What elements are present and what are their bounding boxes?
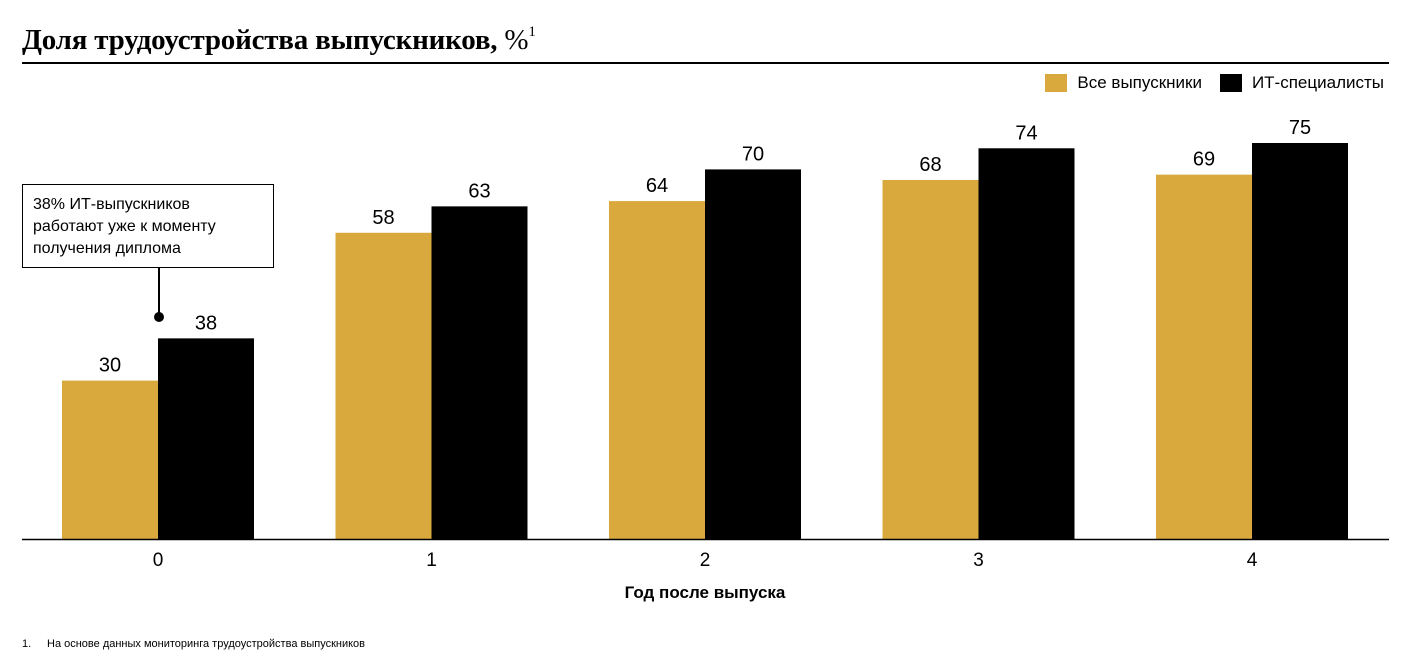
data-label-all-graduates-2: 64 xyxy=(646,175,668,197)
bar-all-graduates-1 xyxy=(335,232,432,539)
x-axis-label: Год после выпуска xyxy=(625,583,786,602)
footnote-number: 1. xyxy=(22,638,32,650)
legend-item-it-specialists: ИТ-специалисты xyxy=(1219,73,1384,93)
data-label-it-specialists-4: 75 xyxy=(1289,117,1311,139)
bar-it-specialists-3 xyxy=(978,148,1075,539)
data-label-it-specialists-3: 74 xyxy=(1015,122,1037,144)
bar-it-specialists-2 xyxy=(705,169,801,539)
bar-all-graduates-2 xyxy=(609,201,705,539)
x-tick-label-2: 2 xyxy=(700,550,711,571)
x-tick-label-0: 0 xyxy=(153,550,164,571)
annotation-box: 38% ИТ-выпускников работают уже к момент… xyxy=(22,184,274,268)
chart-title-footnote-mark: 1 xyxy=(528,24,536,40)
data-label-all-graduates-3: 68 xyxy=(919,154,941,176)
data-label-it-specialists-0: 38 xyxy=(195,312,217,334)
legend-item-all-graduates: Все выпускники xyxy=(1045,73,1202,93)
x-tick-label-3: 3 xyxy=(973,550,984,571)
data-label-it-specialists-2: 70 xyxy=(742,143,764,165)
bar-all-graduates-4 xyxy=(1156,174,1252,539)
bar-it-specialists-1 xyxy=(431,206,528,540)
bar-all-graduates-0 xyxy=(62,380,158,539)
chart-title: Доля трудоустройства выпускников, %1 xyxy=(22,24,536,57)
legend: Все выпускники ИТ-специалисты xyxy=(1045,73,1384,93)
x-tick-label-4: 4 xyxy=(1247,550,1258,571)
data-label-all-graduates-4: 69 xyxy=(1193,149,1215,171)
annotation-dot xyxy=(154,312,164,322)
bar-it-specialists-0 xyxy=(158,338,254,539)
legend-swatch-all-graduates xyxy=(1045,74,1068,92)
legend-swatch-it-specialists xyxy=(1219,74,1242,92)
x-tick-label-1: 1 xyxy=(426,550,437,571)
data-label-it-specialists-1: 63 xyxy=(468,180,490,202)
legend-label-all-graduates: Все выпускники xyxy=(1077,73,1202,92)
chart-title-unit: % xyxy=(504,24,529,56)
chart-title-text: Доля трудоустройства выпускников, xyxy=(22,24,498,56)
legend-label-it-specialists: ИТ-специалисты xyxy=(1251,73,1384,92)
footnote-text: На основе данных мониторинга трудоустрой… xyxy=(47,638,366,650)
data-label-all-graduates-1: 58 xyxy=(372,207,394,229)
title-rule xyxy=(22,62,1389,64)
bar-it-specialists-4 xyxy=(1252,143,1348,539)
footnote: 1. На основе данных мониторинга трудоустр… xyxy=(22,638,365,650)
data-label-all-graduates-0: 30 xyxy=(99,355,121,377)
bar-all-graduates-3 xyxy=(882,179,979,539)
annotation-leader-line xyxy=(158,268,160,316)
